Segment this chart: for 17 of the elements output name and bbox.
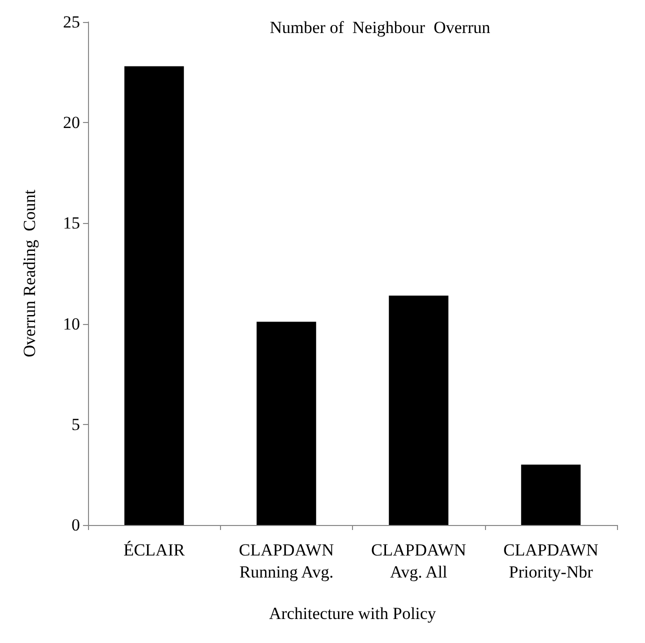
bar	[521, 464, 581, 525]
y-tick-label: 5	[72, 414, 80, 434]
chart-title: Number of Neighbour Overrun	[270, 18, 491, 37]
x-tick-label: CLAPDAWN Avg. All	[371, 540, 466, 582]
bar	[388, 296, 448, 525]
x-axis-title: Architecture with Policy	[268, 604, 437, 623]
x-tick-label: CLAPDAWN Priority-Nbr	[503, 540, 598, 582]
y-tick-label: 25	[63, 12, 80, 32]
y-tick-label: 15	[63, 214, 80, 233]
y-tick-label: 0	[72, 516, 80, 534]
bar	[124, 66, 184, 525]
y-tick-label: 10	[63, 314, 80, 334]
bar	[256, 322, 316, 525]
x-tick-label: CLAPDAWN Running Avg.	[238, 540, 334, 582]
y-tick-label: 20	[63, 113, 80, 132]
y-axis-title: Overrun Reading Count	[20, 189, 39, 358]
x-tick-label: ÉCLAIR	[123, 540, 186, 560]
